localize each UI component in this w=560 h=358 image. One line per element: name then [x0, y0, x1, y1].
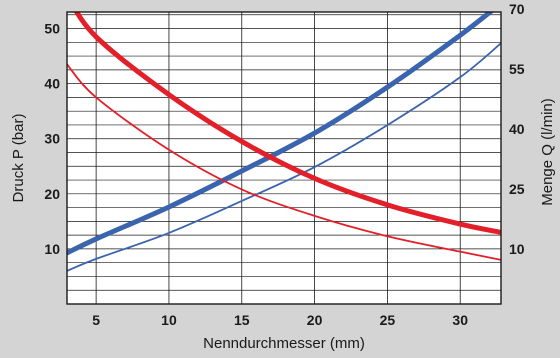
pressure-curve-thin [67, 63, 501, 261]
x-tick-label: 30 [452, 312, 468, 328]
pressure-curve-thick [73, 12, 501, 235]
y-right-tick-label: 55 [509, 61, 525, 77]
y-axis-left-title: Druck P (bar) [10, 114, 27, 203]
x-tick-label: 20 [307, 312, 323, 328]
series-layer [67, 12, 501, 272]
y-left-tick-label: 50 [44, 21, 60, 37]
y-axis-right-title: Menge Q (l/min) [539, 98, 556, 206]
y-left-tick-label: 20 [44, 186, 60, 202]
y-right-tick-label: 70 [509, 1, 525, 17]
tick-labels: 5 10 15 20 25 30 10 20 30 40 50 10 25 40 55 70 [44, 1, 524, 328]
y-right-tick-label: 40 [509, 121, 525, 137]
x-tick-label: 10 [161, 312, 177, 328]
y-left-tick-label: 30 [44, 131, 60, 147]
x-axis-title: Nenndurchmesser (mm) [203, 335, 365, 352]
y-left-tick-label: 10 [44, 241, 60, 257]
plot-frame [66, 11, 502, 305]
x-tick-label: 5 [92, 312, 100, 328]
x-tick-label: 25 [380, 312, 396, 328]
flow-curve-thick [67, 12, 495, 256]
y-right-tick-label: 25 [509, 181, 525, 197]
flow-curve-thin [67, 42, 501, 272]
x-tick-label: 15 [234, 312, 250, 328]
y-right-tick-label: 10 [509, 241, 525, 257]
y-left-tick-label: 40 [44, 76, 60, 92]
